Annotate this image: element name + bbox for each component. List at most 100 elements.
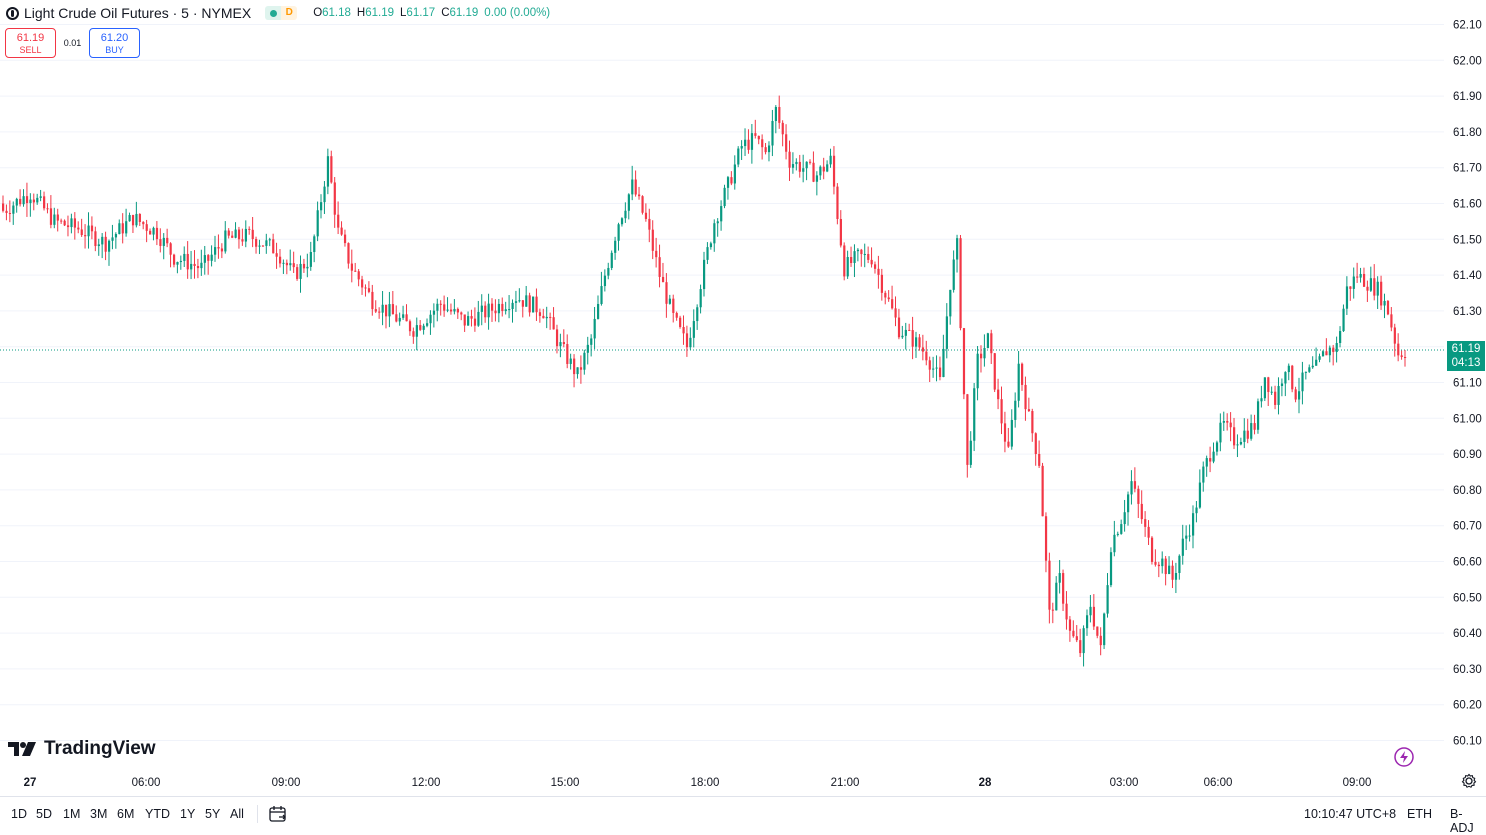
range-ytd-button[interactable]: YTD — [145, 807, 170, 821]
candle-body — [255, 238, 258, 247]
candle-body — [429, 314, 432, 324]
candle — [774, 105, 778, 134]
candle-body — [176, 262, 179, 265]
range-1m-button[interactable]: 1M — [63, 807, 81, 821]
candle — [1024, 376, 1027, 421]
candle-body — [1181, 538, 1184, 556]
candle-body — [405, 314, 408, 322]
candle-body — [337, 214, 340, 228]
session-button[interactable]: ETH — [1407, 807, 1432, 821]
range-1y-button[interactable]: 1Y — [180, 807, 196, 821]
candle — [802, 154, 805, 183]
candle — [169, 242, 172, 268]
range-5d-button[interactable]: 5D — [36, 807, 52, 821]
candle — [545, 306, 548, 329]
range-all-button[interactable]: All — [230, 807, 244, 821]
candle — [576, 367, 579, 379]
candle-body — [822, 166, 825, 172]
utc-clock[interactable]: 10:10:47 UTC+8 — [1304, 807, 1397, 821]
price-tick-label: 60.40 — [1453, 628, 1482, 640]
candle-body — [1055, 582, 1058, 611]
candle-body — [699, 289, 702, 308]
candle-body — [532, 296, 535, 313]
candle-body — [1328, 347, 1331, 356]
spread-value: 0.01 — [63, 38, 82, 48]
candle-body — [620, 218, 624, 225]
candle-body — [138, 213, 141, 223]
candle-body — [343, 234, 347, 244]
candle — [1233, 417, 1236, 450]
time-axis[interactable]: 27 06:00 09:00 12:00 15:00 18:00 21:00 28 03:00 0… — [24, 777, 1372, 789]
range-3m-button[interactable]: 3M — [90, 807, 108, 821]
candle-body — [648, 218, 651, 230]
candle — [518, 288, 521, 303]
candle-body — [1297, 391, 1301, 400]
candle-body — [1311, 365, 1314, 368]
tradingview-logo[interactable]: TradingView — [8, 738, 156, 760]
candle — [648, 208, 651, 243]
gear-icon[interactable] — [1461, 773, 1477, 789]
candle-body — [1321, 351, 1325, 357]
candle — [32, 193, 35, 211]
price-tick-label: 60.80 — [1453, 485, 1482, 497]
calendar-icon[interactable] — [268, 805, 288, 823]
candle-body — [603, 275, 607, 287]
symbol-logo-icon — [6, 6, 19, 20]
candle-body — [190, 263, 193, 270]
candle — [1263, 377, 1266, 402]
candle-body — [60, 220, 63, 222]
candle — [135, 201, 138, 228]
candle — [596, 295, 600, 320]
candle-body — [545, 316, 548, 319]
candle-body — [1308, 367, 1311, 372]
candlestick-chart[interactable]: 62.10 62.00 61.90 61.80 61.70 61.60 61.50 61.40… — [0, 0, 1486, 796]
candle — [1181, 524, 1184, 565]
range-1d-button[interactable]: 1D — [11, 807, 27, 821]
candle-body — [1065, 603, 1068, 620]
candle-body — [309, 252, 312, 267]
candle — [692, 309, 695, 348]
candle — [121, 213, 124, 244]
candle-body — [737, 148, 740, 165]
candle — [815, 171, 819, 196]
candle-body — [952, 259, 955, 290]
candle-body — [908, 329, 911, 331]
candle-body — [19, 198, 22, 205]
candle-body — [326, 156, 330, 187]
candle — [644, 203, 648, 222]
candle-body — [832, 155, 836, 187]
candle-body — [371, 291, 374, 310]
candle-body — [169, 243, 172, 255]
candle — [1096, 626, 1099, 639]
candle — [1021, 362, 1024, 391]
candle-body — [1362, 273, 1366, 287]
candle-body — [856, 249, 860, 252]
candle — [1174, 562, 1178, 594]
market-status[interactable]: D — [265, 6, 298, 20]
candle — [757, 135, 760, 145]
candle — [8, 200, 12, 223]
candle — [114, 232, 118, 249]
candle — [949, 289, 952, 325]
candle — [822, 157, 825, 180]
candle — [552, 307, 555, 330]
symbol-title[interactable]: Light Crude Oil Futures · 5 · NYMEX — [24, 5, 252, 21]
candle — [90, 216, 94, 240]
candle-body — [1150, 537, 1154, 562]
price-axis[interactable]: 62.10 62.00 61.90 61.80 61.70 61.60 61.50 61.40… — [1453, 20, 1482, 748]
candle-body — [497, 303, 501, 314]
candle — [1120, 519, 1123, 535]
candle — [1014, 392, 1017, 428]
range-6m-button[interactable]: 6M — [117, 807, 135, 821]
buy-button[interactable]: 61.20 BUY — [89, 28, 140, 58]
flash-icon[interactable] — [1394, 747, 1414, 767]
sell-price: 61.19 — [16, 32, 45, 44]
candle-body — [101, 236, 104, 245]
last-price-flag: 61.19 04:13 — [1447, 341, 1485, 371]
candle — [200, 249, 203, 276]
range-5y-button[interactable]: 5Y — [205, 807, 221, 821]
candle-body — [915, 337, 918, 347]
candle — [1085, 609, 1089, 636]
candle-body — [1127, 494, 1130, 513]
sell-button[interactable]: 61.19 SELL — [5, 28, 56, 58]
